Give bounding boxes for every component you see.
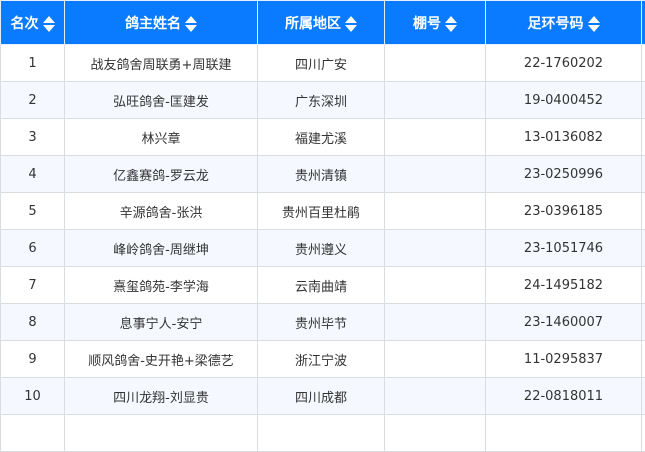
cell-loft [385,45,486,82]
cell-region: 四川广安 [258,45,385,82]
column-header-region[interactable]: 所属地区 [258,1,385,45]
cell-loft [385,156,486,193]
header-row: 名次 鸽主姓名 所属地区 棚号 足环号码 [1,1,645,45]
cell-name: 息事宁人-安宁 [65,304,258,341]
cell-name: 峰岭鸽舍-周继坤 [65,230,258,267]
column-header-loft[interactable]: 棚号 [385,1,486,45]
cell-region: 云南曲靖 [258,267,385,304]
cell-extra [642,156,645,193]
cell-extra [642,193,645,230]
cell-ring: 23-1460007 [486,304,642,341]
cell-name: 战友鸽舍周联勇+周联建 [65,45,258,82]
cell-loft [385,230,486,267]
sort-icon[interactable] [588,16,600,32]
sort-icon[interactable] [185,16,197,32]
cell-region: 福建尤溪 [258,119,385,156]
cell-region: 广东深圳 [258,82,385,119]
cell-ring: 23-0396185 [486,193,642,230]
cell-ring: 23-0250996 [486,156,642,193]
table-row [1,415,645,452]
cell-extra [642,304,645,341]
cell-extra [642,267,645,304]
cell-loft [385,119,486,156]
cell-empty [385,415,486,452]
cell-name: 四川龙翔-刘显贵 [65,378,258,415]
cell-loft [385,267,486,304]
cell-name: 林兴章 [65,119,258,156]
cell-rank: 2 [1,82,65,119]
cell-name: 亿鑫赛鸽-罗云龙 [65,156,258,193]
cell-ring: 11-0295837 [486,341,642,378]
cell-loft [385,378,486,415]
column-header-ring[interactable]: 足环号码 [486,1,642,45]
cell-loft [385,82,486,119]
cell-extra [642,119,645,156]
cell-rank: 4 [1,156,65,193]
cell-rank: 9 [1,341,65,378]
cell-ring: 23-1051746 [486,230,642,267]
cell-ring: 22-0818011 [486,378,642,415]
cell-name: 顺风鸽舍-史开艳+梁德艺 [65,341,258,378]
cell-loft [385,341,486,378]
cell-loft [385,193,486,230]
cell-rank: 8 [1,304,65,341]
cell-empty [642,415,645,452]
cell-loft [385,304,486,341]
cell-name: 弘旺鸽舍-匡建发 [65,82,258,119]
sort-icon[interactable] [445,16,457,32]
cell-rank: 10 [1,378,65,415]
cell-extra [642,378,645,415]
cell-region: 浙江宁波 [258,341,385,378]
cell-name: 辛源鸽舍-张洪 [65,193,258,230]
sort-icon[interactable] [345,16,357,32]
cell-name: 熹玺鸽苑-李学海 [65,267,258,304]
cell-empty [258,415,385,452]
cell-rank: 7 [1,267,65,304]
cell-empty [65,415,258,452]
cell-ring: 24-1495182 [486,267,642,304]
cell-extra [642,341,645,378]
cell-region: 贵州百里杜鹃 [258,193,385,230]
cell-extra [642,82,645,119]
cell-extra [642,230,645,267]
sort-icon[interactable] [43,16,55,32]
cell-ring: 22-1760202 [486,45,642,82]
cell-extra [642,45,645,82]
column-header-extra [642,1,645,45]
cell-region: 四川成都 [258,378,385,415]
cell-rank: 1 [1,45,65,82]
column-header-name[interactable]: 鸽主姓名 [65,1,258,45]
cell-rank: 3 [1,119,65,156]
cell-region: 贵州毕节 [258,304,385,341]
cell-region: 贵州清镇 [258,156,385,193]
cell-rank: 5 [1,193,65,230]
column-header-rank[interactable]: 名次 [1,1,65,45]
cell-ring: 19-0400452 [486,82,642,119]
cell-empty [486,415,642,452]
cell-region: 贵州遵义 [258,230,385,267]
cell-empty [1,415,65,452]
cell-rank: 6 [1,230,65,267]
cell-ring: 13-0136082 [486,119,642,156]
